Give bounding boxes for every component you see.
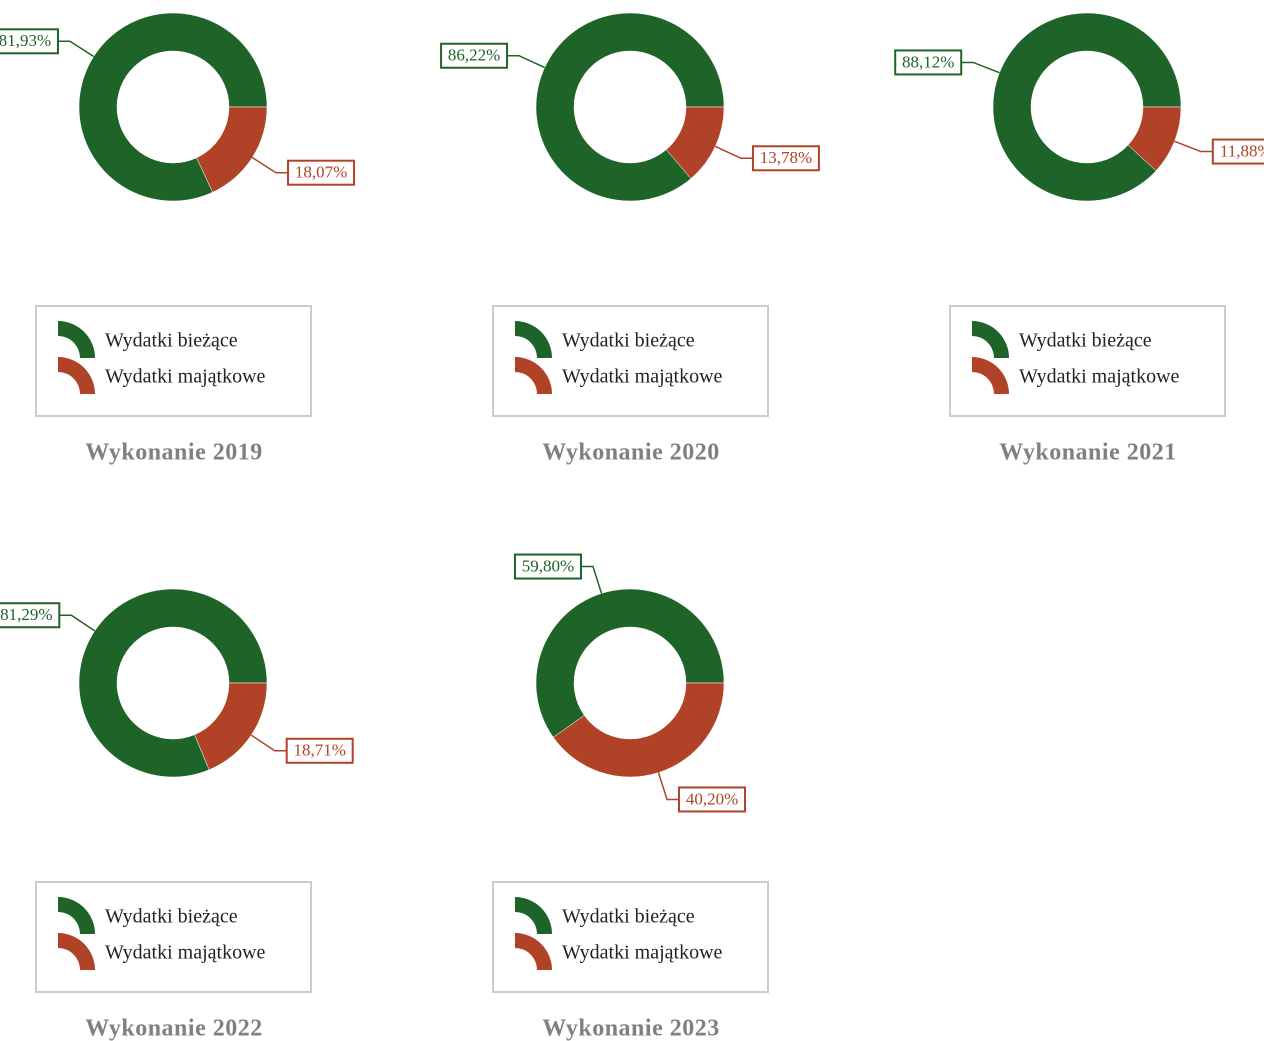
legend-icon [58,933,95,970]
data-label: 40,20% [686,789,738,808]
legend-icon [515,357,552,394]
chart-title: Wykonanie 2020 [542,440,719,466]
legend-label: Wydatki majątkowe [105,942,266,964]
legend-label: Wydatki majątkowe [1019,366,1180,388]
chart: 86,22% 13,78% Wydatki bieżące Wydatki mająt… [440,12,820,466]
donut-slice [1127,106,1182,172]
leader-line [961,61,1000,74]
label-box [0,602,61,629]
legend-label: Wydatki bieżące [562,330,695,352]
legend-label: Wydatki bieżące [105,330,238,352]
legend-icon [515,933,552,970]
chart-title: Wykonanie 2023 [542,1016,719,1041]
chart-title: Wykonanie 2022 [85,1016,262,1041]
legend-icon [972,321,1009,358]
donut-slice [535,12,725,202]
donut-slice [78,588,268,778]
legend-icon [515,321,552,358]
leader-line [507,54,545,69]
legend-icon [972,357,1009,394]
legend-icon [58,357,95,394]
legend-label: Wydatki majątkowe [562,942,723,964]
leader-line [1174,140,1213,153]
chart: 88,12% 11,88% Wydatki bieżące Wydatki mająt… [894,12,1264,466]
label-box [1211,138,1264,165]
legend-box [949,305,1226,417]
chart-title: Wykonanie 2021 [999,440,1176,466]
legend-box [35,305,312,417]
donut-slice [552,682,725,778]
legend-box [492,305,769,417]
data-label: 13,78% [760,148,812,167]
data-label: 86,22% [448,46,500,65]
donut-slice [535,588,725,738]
chart-title: Wykonanie 2019 [85,440,262,466]
leader-line [250,734,287,752]
chart: 59,80% 40,20% Wydatki bieżące Wydatki mająt… [492,553,769,1041]
leader-line [580,565,603,594]
legend-label: Wydatki bieżące [105,906,238,928]
chart: 81,29% 18,71% Wydatki bieżące Wydatki mająt… [0,588,354,1041]
leader-line [715,145,753,160]
legend-icon [515,897,552,934]
label-box [0,28,59,55]
leader-line [57,40,95,58]
legend-icon [58,897,95,934]
donut-slice [992,12,1182,202]
donut-slice [194,682,268,771]
legend-box [492,881,769,993]
data-label: 18,07% [295,163,347,182]
label-box [513,553,582,580]
donut-slice [665,106,725,179]
chart: 81,93% 18,07% Wydatki bieżące Wydatki mająt… [0,12,356,466]
legend-label: Wydatki bieżące [562,906,695,928]
legend-box [35,881,312,993]
label-box [678,786,747,813]
leader-line [59,614,96,632]
label-box [894,49,963,76]
legend-label: Wydatki majątkowe [562,366,723,388]
leader-line [251,156,289,174]
label-box [287,159,356,186]
label-box [751,145,820,172]
label-box [285,737,354,764]
legend-label: Wydatki majątkowe [105,366,266,388]
donut-slice [196,106,268,193]
donut-slice [78,12,268,202]
legend-icon [58,321,95,358]
legend-label: Wydatki bieżące [1019,330,1152,352]
data-label: 18,71% [293,741,345,760]
data-label: 81,93% [0,31,51,50]
leader-line [657,772,680,801]
data-label: 11,88% [1220,141,1264,160]
data-label: 59,80% [522,556,574,575]
label-box [440,42,509,69]
data-label: 88,12% [902,52,954,71]
data-label: 81,29% [0,605,52,624]
